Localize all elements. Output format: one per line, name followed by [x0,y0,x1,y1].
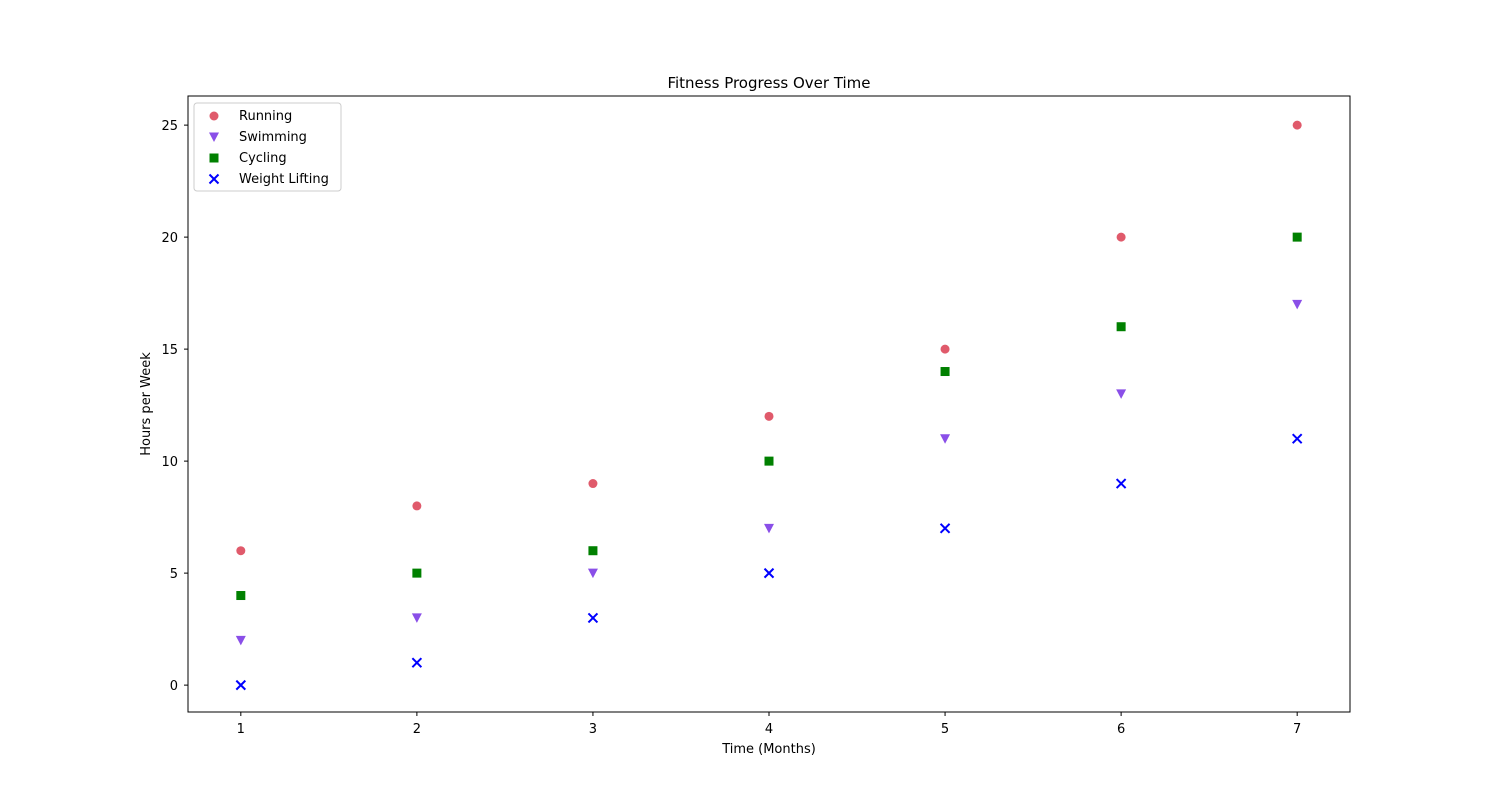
weight-lifting-point [235,679,247,691]
cycling-point [236,591,246,601]
cycling-point [1292,232,1302,242]
weight-lifting-point [587,612,599,624]
running-point [1116,232,1126,242]
x-tick-label: 2 [413,722,421,737]
cycling-point [588,546,598,556]
swimming-point [411,613,422,623]
y-tick-label: 20 [161,231,178,246]
running-point [236,546,246,556]
y-tick-label: 25 [161,119,178,134]
y-tick-label: 15 [161,343,178,358]
legend: Running Swimming Cycling Weight Lifting [193,102,342,192]
x-tick-label: 1 [237,722,245,737]
swimming-point [940,434,951,444]
legend-label-cycling: Cycling [239,151,287,166]
weight-lifting-point [411,657,423,668]
legend-marker-weight-lifting [208,173,220,185]
y-tick-label: 10 [161,455,178,470]
y-axis-label: Hours per Week [139,352,154,456]
x-axis-label: Time (Months) [721,742,816,757]
legend-marker-swimming [209,132,219,142]
swimming-point [587,568,598,579]
x-tick-label: 7 [1293,722,1301,737]
running-point [1292,120,1302,130]
running-point [764,411,774,421]
cycling-point [412,568,422,578]
cycling-point [764,456,774,466]
swimming-point [764,523,774,534]
legend-label-swimming: Swimming [239,130,307,145]
swimming-point [1292,299,1303,310]
axis-ticks: 1 2 3 4 5 6 7 0 5 10 15 20 25 [161,119,1301,737]
y-tick-label: 5 [170,567,178,582]
legend-label-weight-lifting: Weight Lifting [239,172,329,187]
x-tick-label: 4 [765,722,773,737]
legend-marker-running [209,111,219,121]
weight-lifting-point [1115,478,1127,489]
running-point [412,501,422,511]
running-point [940,344,950,354]
swimming-point [235,635,246,646]
legend-box [193,102,342,192]
data-points [235,120,1303,691]
x-tick-label: 3 [589,722,597,737]
swimming-point [1116,389,1127,399]
weight-lifting-point [1291,433,1303,444]
weight-lifting-point [939,523,951,534]
y-tick-label: 0 [170,679,178,694]
legend-label-running: Running [239,109,292,124]
running-point [588,479,598,489]
legend-marker-cycling [209,153,219,163]
plot-frame [187,95,1351,713]
weight-lifting-point [763,567,775,579]
chart-title: Fitness Progress Over Time [667,74,870,92]
x-tick-label: 6 [1117,722,1125,737]
x-tick-label: 5 [941,722,949,737]
cycling-point [1116,322,1126,332]
cycling-point [940,367,950,377]
